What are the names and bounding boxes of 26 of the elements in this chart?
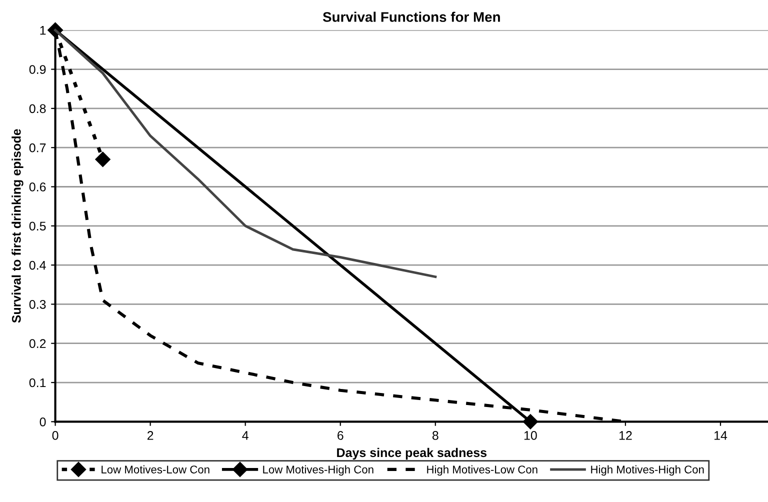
legend-label: Low Motives-High Con: [263, 465, 374, 476]
x-tick-label: 2: [147, 431, 154, 440]
y-tick-label: 0.3: [29, 300, 46, 309]
x-tick-label: 0: [52, 431, 58, 440]
x-tick-label: 6: [338, 431, 344, 440]
legend-label: Low Motives-Low Con: [102, 465, 210, 474]
x-tick-label: 14: [714, 431, 728, 440]
x-tick-label: 12: [619, 431, 632, 440]
y-axis-title: Survival to first drinking episode: [12, 129, 24, 323]
y-tick-label: 1: [40, 26, 46, 35]
legend-label: High Motives-High Con: [591, 465, 704, 476]
y-tick-label: 0.5: [29, 222, 46, 231]
y-tick-label: 0.6: [29, 182, 46, 192]
y-tick-label: 0.4: [29, 260, 46, 270]
x-tick-label: 8: [432, 431, 438, 440]
y-tick-label: 0.8: [29, 104, 46, 114]
x-tick-label: 10: [524, 431, 537, 440]
x-tick-label: 4: [242, 431, 248, 440]
y-tick-label: 0.7: [29, 143, 46, 152]
y-tick-label: 0.9: [29, 65, 46, 74]
chart-title: Survival Functions for Men: [322, 12, 500, 22]
x-axis-title: Days since peak sadness: [337, 448, 487, 460]
y-tick-label: 0.2: [29, 339, 46, 348]
y-tick-label: 0: [40, 417, 46, 426]
y-tick-label: 0.1: [29, 378, 46, 388]
legend-label: High Motives-Low Con: [427, 465, 538, 476]
